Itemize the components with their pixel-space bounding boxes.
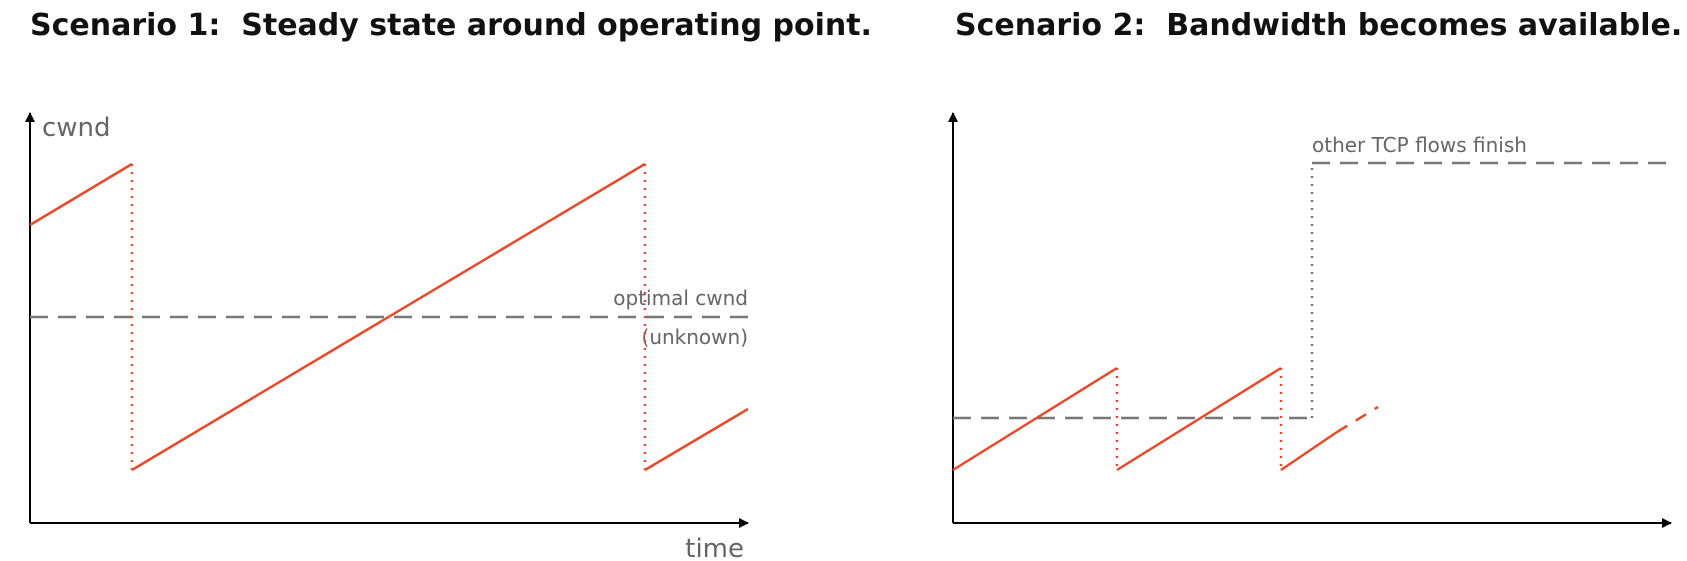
scenario2-cwnd-continuation bbox=[1336, 405, 1379, 434]
scenario1-cwnd-ramp bbox=[644, 407, 749, 472]
scenario2-cwnd-ramp bbox=[952, 366, 1118, 472]
scenario1-cwnd-ramp bbox=[131, 162, 646, 472]
scenario2-cwnd-ramp bbox=[1116, 366, 1282, 472]
scenario1-title: Scenario 1: Steady state around operatin… bbox=[30, 8, 872, 43]
scenario1-y-axis-label: cwnd bbox=[42, 113, 111, 143]
scenario2-annotation: other TCP flows finish bbox=[1312, 133, 1527, 157]
scenario1-title-rest: : Steady state around operating point. bbox=[208, 8, 872, 43]
scenario1-x-axis-label: time bbox=[685, 534, 744, 561]
scenario1-optimal-label: optimal cwnd bbox=[613, 286, 748, 310]
scenario2-title: Scenario 2: Bandwidth becomes available. bbox=[955, 8, 1682, 43]
scenario1-optimal-label-unknown: (unknown) bbox=[642, 325, 748, 349]
scenario1-cwnd-ramp bbox=[29, 162, 133, 227]
scenario2-title-bold: Scenario 2 bbox=[955, 8, 1134, 43]
scenario2-cwnd-ramp bbox=[1280, 430, 1338, 472]
scenario1-diagram: cwnd time optimal cwnd (unknown) bbox=[25, 112, 749, 561]
scenario2-title-rest: : Bandwidth becomes available. bbox=[1133, 8, 1683, 43]
scenario1-title-bold: Scenario 1 bbox=[30, 8, 209, 43]
scenario2-diagram: other TCP flows finish bbox=[948, 112, 1672, 528]
